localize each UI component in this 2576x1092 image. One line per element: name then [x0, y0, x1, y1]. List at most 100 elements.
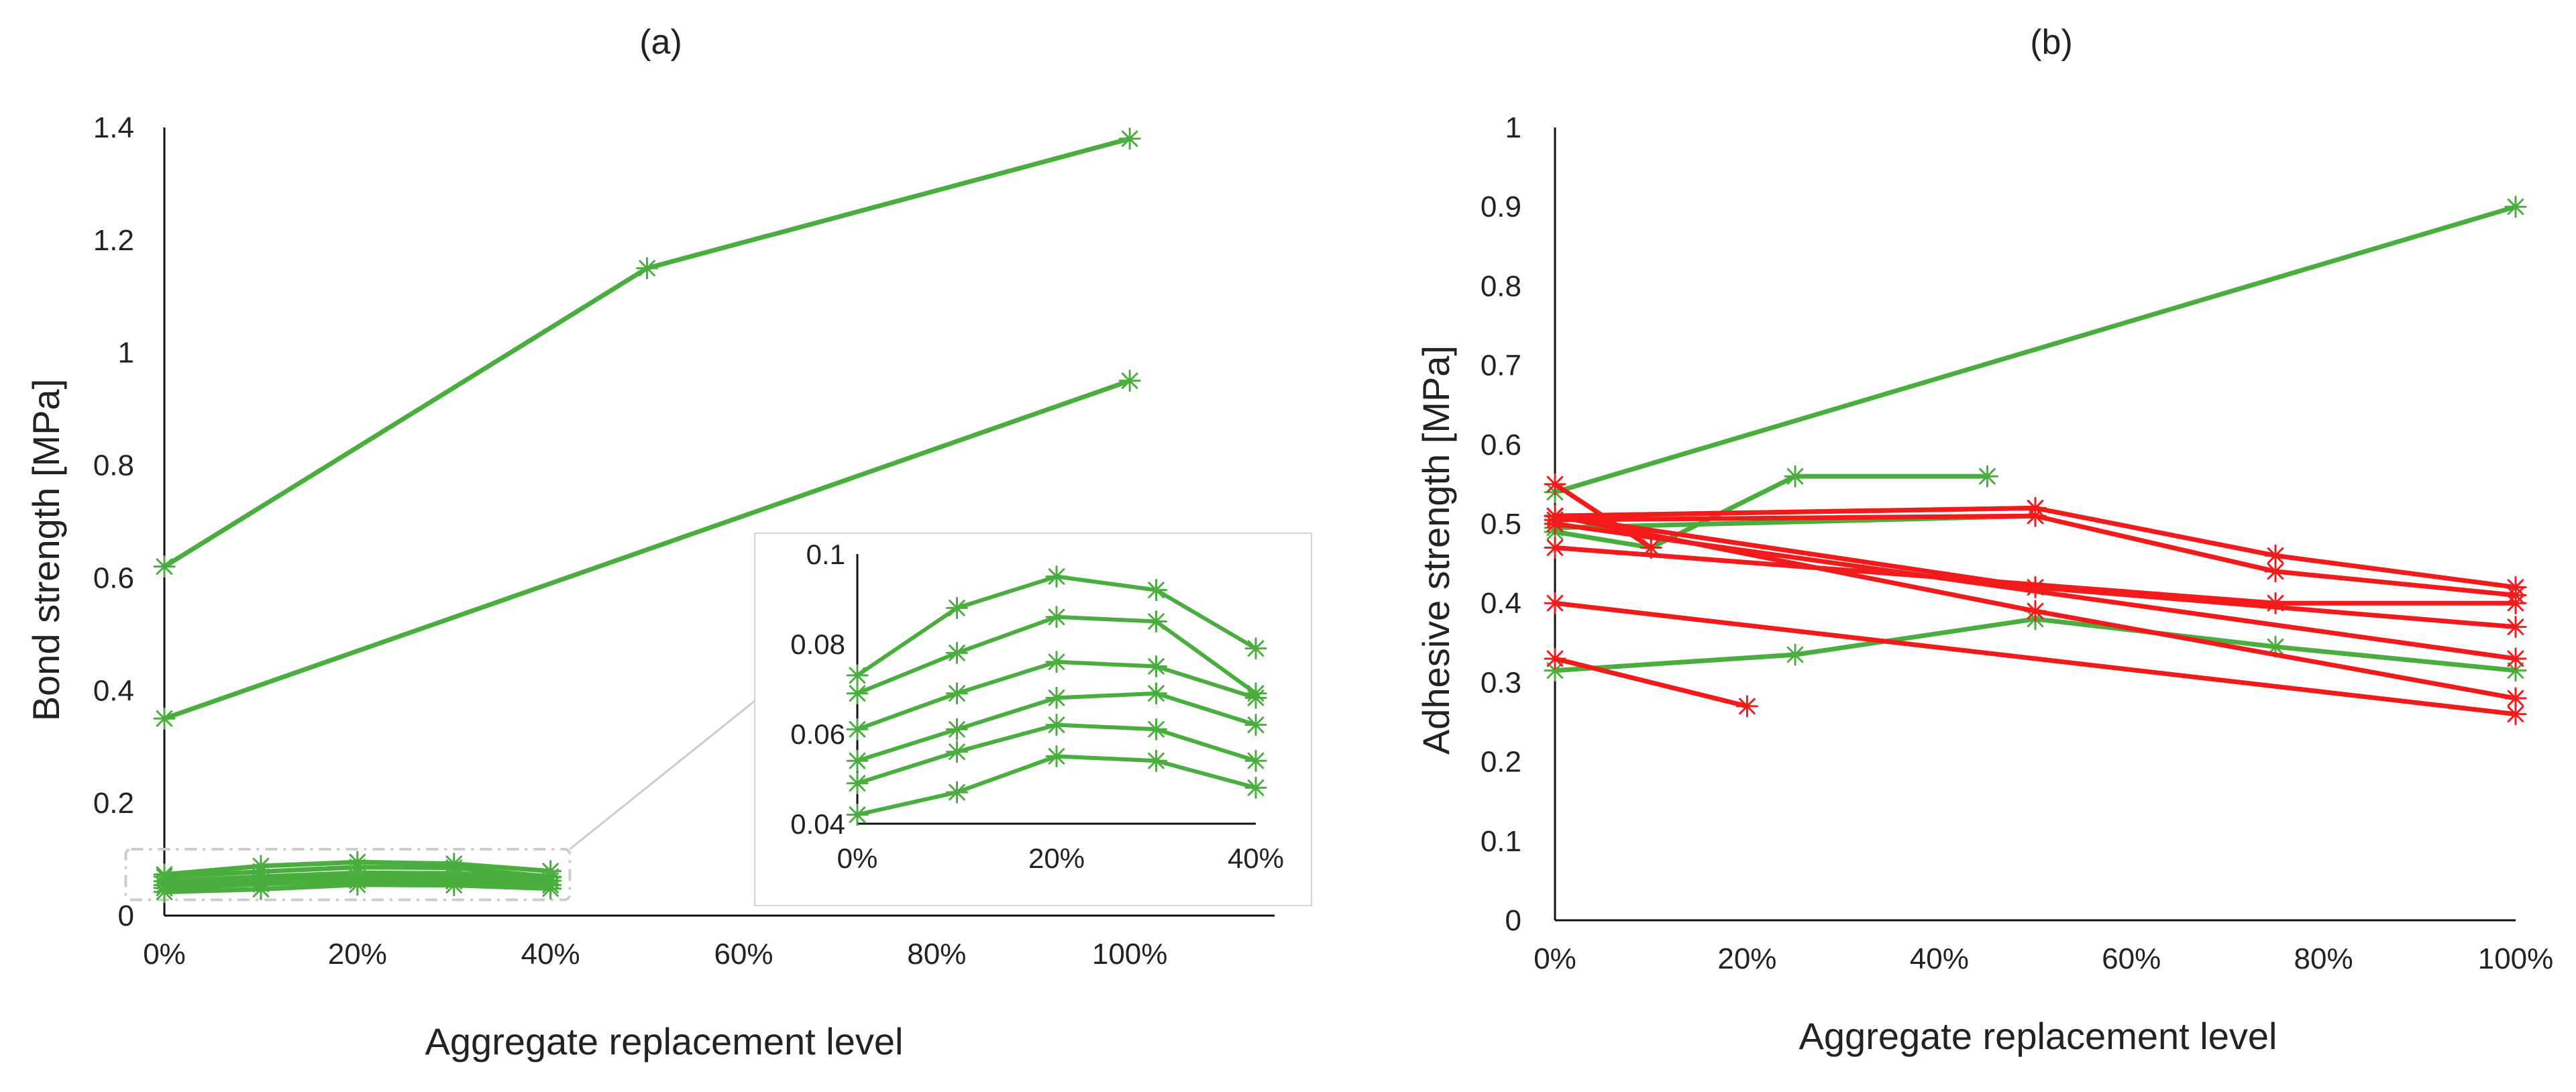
panel-a-series-line [162, 136, 1132, 569]
panel-b-series-line [1552, 513, 2518, 598]
panel-b-axes: 0% 20% 40% 60% 80% 100% 0 0.1 0.2 0.3 0.4 0.5 0.6 0.7… [1481, 111, 2553, 975]
panel-b-data-point [2264, 560, 2287, 583]
inset-data-point [946, 741, 968, 763]
inset-x-tick-label: 20% [1028, 842, 1085, 874]
panel-a-data-point [250, 878, 272, 901]
inset-data-point [1145, 610, 1167, 633]
panel-b-y-tick-label: 0.7 [1481, 349, 1521, 382]
panel-b-y-tick-label: 0 [1505, 904, 1521, 937]
panel-b-y-tick-label: 0.2 [1481, 746, 1521, 779]
panel-a-x-tick-label: 80% [907, 938, 966, 971]
inset-y-tick-label: 0.04 [790, 808, 845, 840]
panel-a-ylabel: Bond strength [MPa] [25, 379, 67, 722]
panel-b-x-tick-label: 0% [1534, 942, 1576, 975]
panel-b-y-tick-label: 0.5 [1481, 508, 1521, 541]
panel-a-series-a1 [153, 127, 1141, 578]
panel-a-data-point [443, 874, 466, 897]
inset-data-point [1244, 776, 1267, 799]
panel-a-axes: 0% 20% 40% 60% 80% 100% 0 0.2 0.4 0.6 0.8 1 1.2 1.4 [93, 111, 1275, 971]
panel-a-x-tick-label: 40% [521, 938, 580, 971]
inset-series-a7 [846, 714, 1267, 795]
inset-data-point [846, 749, 869, 772]
panel-a-y-tick-label: 0.4 [93, 674, 134, 707]
inset-x-tick-label: 40% [1228, 842, 1284, 874]
panel-b-data-point [2504, 616, 2527, 639]
panel-a-y-tick-label: 1.2 [93, 224, 134, 257]
inset-y-tick-label: 0.06 [790, 718, 845, 750]
panel-b-y-tick-label: 1 [1505, 111, 1521, 144]
inset-series-a8 [846, 745, 1267, 826]
panel-b-data-point [2504, 592, 2527, 614]
panel-b-chart: (b) 0% 20% 40% 60% 80% 100% 0 0.1 0.2 0.3 0.4 0.5 0.… [1415, 23, 2553, 1057]
panel-b-series-r5 [1544, 536, 2527, 614]
inset-y-tick-label: 0.1 [806, 539, 845, 570]
panel-b-y-tick-label: 0.1 [1481, 825, 1521, 858]
panel-a-data-point [1118, 370, 1141, 392]
panel-b-data-point [2264, 635, 2287, 658]
panel-a-chart: (a) 0% 20% 40% 60% 80% 100% 0 0.2 0.4 0.6 0.8 1 1.2 1… [25, 23, 1312, 1062]
inset-series-a3 [846, 565, 1267, 687]
inset-data-point [846, 718, 869, 741]
panel-b-data-point [2264, 544, 2287, 567]
panel-b-series-line [1552, 600, 2518, 717]
zoom-leader-line [569, 700, 755, 851]
panel-b-data-point [2024, 504, 2047, 527]
panel-a-y-tick-label: 0.8 [93, 449, 134, 482]
panel-a-data-point [636, 257, 659, 280]
inset-data-point [1045, 651, 1068, 673]
panel-a-y-tick-label: 1.4 [93, 111, 134, 144]
panel-b-data-point [2504, 647, 2527, 670]
panel-b-data-point [1544, 647, 1566, 670]
panel-b-x-tick-label: 80% [2294, 942, 2353, 975]
panel-b-data-point [1784, 465, 1807, 488]
panel-b-data-point [1976, 465, 1998, 488]
panel-b-data-point [1784, 643, 1807, 666]
inset-data-point [946, 718, 968, 741]
panel-b-ylabel: Adhesive strength [MPa] [1415, 345, 1457, 755]
inset-data-point [946, 641, 968, 664]
panel-a-x-tick-label: 100% [1092, 938, 1168, 971]
panel-b-x-tick-label: 20% [1717, 942, 1776, 975]
panel-b-y-tick-label: 0.9 [1481, 190, 1521, 223]
panel-b-y-tick-label: 0.3 [1481, 666, 1521, 699]
panel-b-series [1544, 195, 2527, 726]
panel-b-x-tick-label: 60% [2102, 942, 2161, 975]
panel-a-y-tick-label: 0.2 [93, 787, 134, 820]
panel-a-series [153, 127, 1141, 904]
panel-b-series-g1 [1544, 195, 2527, 504]
panel-b-series-line [1552, 656, 1750, 709]
inset-data-point [946, 781, 968, 804]
inset-data-point [1145, 579, 1167, 602]
inset-data-point [1045, 686, 1068, 709]
panel-a-y-tick-label: 0 [118, 899, 134, 932]
panel-b-data-point [1544, 536, 1566, 559]
panel-b-series-r9 [1544, 647, 1758, 718]
panel-b-x-tick-label: 40% [1910, 942, 1969, 975]
panel-a-inset: 0% 20% 40% 0.04 0.06 0.08 0.1 [754, 533, 1312, 906]
panel-a-x-tick-label: 0% [143, 938, 186, 971]
panel-a-x-tick-label: 20% [328, 938, 387, 971]
panel-b-series-line [1552, 505, 2518, 590]
inset-data-point [1244, 749, 1267, 772]
inset-axes: 0% 20% 40% 0.04 0.06 0.08 0.1 [790, 539, 1284, 874]
panel-a-series-a2 [153, 370, 1141, 730]
inset-data-point [946, 596, 968, 619]
panel-a-y-tick-label: 0.6 [93, 561, 134, 594]
inset-data-point [1045, 565, 1068, 588]
panel-a-x-tick-label: 60% [714, 938, 773, 971]
inset-data-point [1244, 714, 1267, 736]
zoom-box [124, 847, 572, 902]
panel-b-data-point [1544, 592, 1566, 614]
inset-data-point [1145, 749, 1167, 772]
panel-b-x-tick-label: 100% [2478, 942, 2554, 975]
panel-a-zoom-callout [124, 700, 755, 902]
inset-data-point [1045, 745, 1068, 767]
panel-b-data-point [1544, 504, 1566, 527]
panel-b-series-line [1552, 204, 2518, 495]
inset-series [846, 565, 1267, 826]
panel-a-data-point [153, 707, 176, 730]
panel-a-data-point [1118, 127, 1141, 150]
panel-a-data-point [153, 881, 176, 904]
inset-data-point [946, 682, 968, 705]
